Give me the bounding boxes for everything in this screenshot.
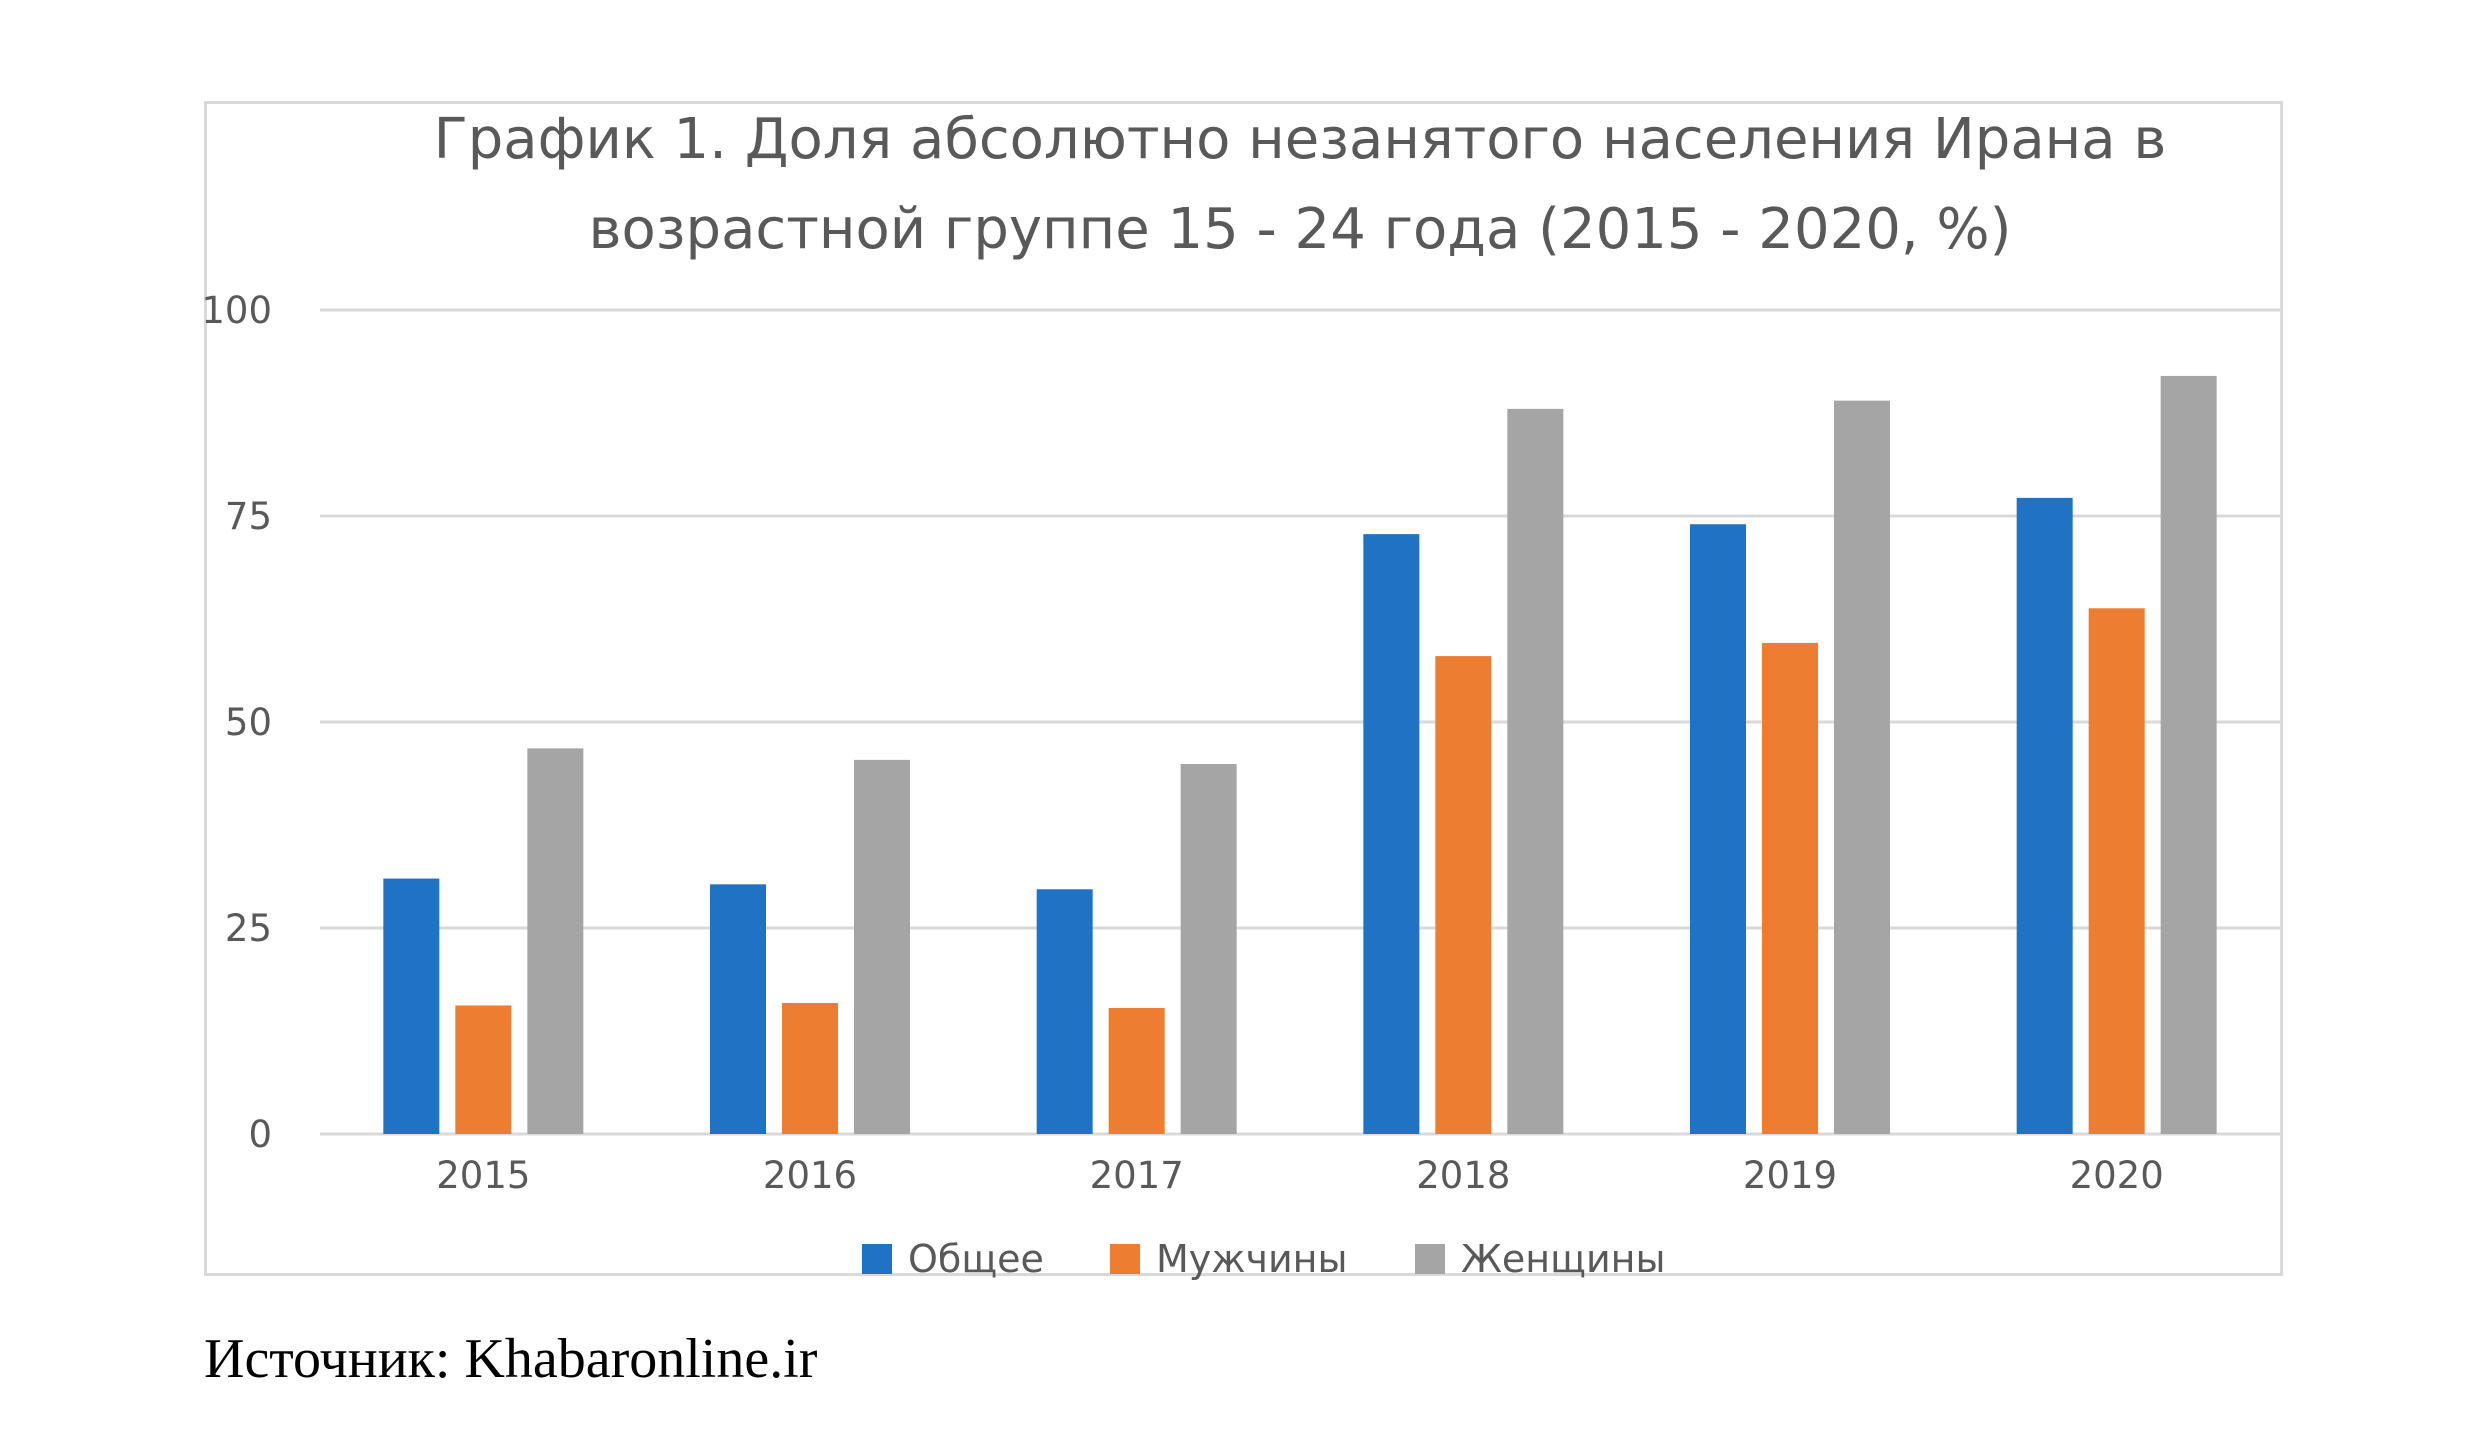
bar-2017-series-2 xyxy=(1180,764,1237,1134)
y-axis-ticks: 0 25 50 75 100 xyxy=(201,289,272,1156)
gridlines xyxy=(320,308,2280,1136)
bar-2019-series-0 xyxy=(1690,524,1746,1134)
y-tick-label: 100 xyxy=(201,289,272,332)
chart-title-line-1: График 1. Доля абсолютно незанятого насе… xyxy=(434,107,2167,172)
chart-title-group: График 1. Доля абсолютно незанятого насе… xyxy=(434,107,2167,262)
bar-2018-series-0 xyxy=(1363,534,1420,1134)
x-tick-label: 2016 xyxy=(763,1154,857,1197)
bar-2020-series-1 xyxy=(2088,608,2145,1134)
bar-2016-series-0 xyxy=(710,884,766,1134)
legend: Общее Мужчины Женщины xyxy=(862,1237,1666,1281)
legend-swatch xyxy=(1415,1244,1445,1274)
y-tick-label: 0 xyxy=(248,1113,272,1156)
legend-label: Женщины xyxy=(1461,1237,1666,1281)
x-tick-label: 2015 xyxy=(436,1154,530,1197)
x-tick-label: 2017 xyxy=(1090,1154,1184,1197)
legend-swatch xyxy=(1110,1244,1140,1274)
source-note: Источник: Khabaronline.ir xyxy=(204,1328,818,1390)
x-tick-label: 2018 xyxy=(1416,1154,1510,1197)
legend-label: Общее xyxy=(908,1237,1044,1281)
bar-2015-series-1 xyxy=(455,1005,512,1134)
bar-2015-series-0 xyxy=(383,878,440,1134)
bar-2019-series-1 xyxy=(1762,642,1818,1134)
x-tick-label: 2019 xyxy=(1743,1154,1837,1197)
legend-label: Мужчины xyxy=(1156,1237,1348,1281)
bar-2015-series-2 xyxy=(527,748,584,1134)
bar-2018-series-1 xyxy=(1435,656,1492,1134)
y-tick-label: 75 xyxy=(225,495,272,538)
bar-2016-series-1 xyxy=(782,1002,838,1134)
bar-2018-series-2 xyxy=(1507,408,1564,1134)
x-axis-ticks: 2015 2016 2017 2018 2019 2020 xyxy=(436,1154,2164,1197)
y-tick-label: 50 xyxy=(225,701,272,744)
bar-2017-series-0 xyxy=(1036,889,1093,1134)
bar-2017-series-1 xyxy=(1108,1007,1165,1134)
bar-2016-series-2 xyxy=(854,759,910,1134)
bar-2020-series-0 xyxy=(2016,497,2073,1134)
y-tick-label: 25 xyxy=(225,907,272,950)
bar-2020-series-2 xyxy=(2160,375,2217,1134)
legend-swatch xyxy=(862,1244,892,1274)
chart-title-line-2: возрастной группе 15 - 24 года (2015 - 2… xyxy=(589,197,2012,262)
x-tick-label: 2020 xyxy=(2070,1154,2164,1197)
bar-2019-series-2 xyxy=(1834,400,1890,1134)
bars xyxy=(383,375,2217,1134)
